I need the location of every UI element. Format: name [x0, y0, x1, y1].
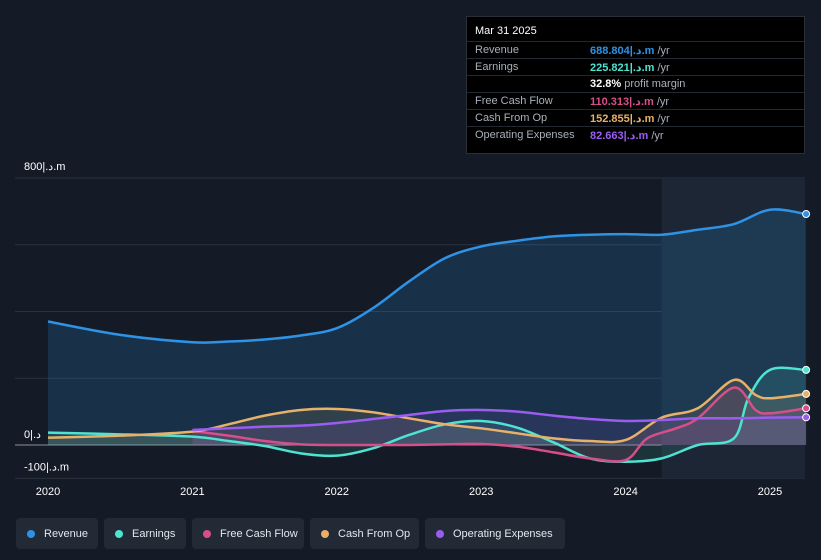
- tooltip-value: 110.313|.د.m /yr: [590, 96, 670, 108]
- y-label-top: 800|.د.m: [24, 161, 65, 173]
- tooltip-label: Cash From Op: [475, 112, 548, 124]
- tooltip-value: 152.855|.د.m /yr: [590, 113, 670, 125]
- revenue-endpoint: [802, 210, 811, 219]
- operating-expenses-endpoint: [802, 413, 811, 422]
- x-tick-label: 2023: [469, 486, 493, 498]
- chart-lines: [47, 208, 807, 463]
- legend-item-revenue[interactable]: Revenue: [16, 518, 98, 549]
- legend-dot-icon: [321, 529, 329, 538]
- x-tick-label: 2020: [36, 486, 60, 498]
- legend-item-operating-expenses[interactable]: Operating Expenses: [425, 518, 565, 549]
- data-tooltip: Mar 31 2025 Revenue 688.804|.د.m /yr Earni…: [466, 16, 805, 154]
- operating-expenses-line: [192, 408, 807, 432]
- legend-dot-icon: [203, 529, 211, 538]
- x-tick-label: 2024: [613, 486, 637, 498]
- tooltip-label: Operating Expenses: [475, 129, 575, 141]
- tooltip-label: Free Cash Flow: [475, 95, 553, 107]
- tooltip-row: 32.8% profit margin: [467, 75, 804, 92]
- free-cash-flow-area: [192, 387, 807, 462]
- tooltip-row: Free Cash Flow 110.313|.د.m /yr: [467, 92, 804, 109]
- legend-label: Earnings: [132, 527, 176, 540]
- revenue-area: [48, 209, 807, 445]
- chart-areas: [48, 209, 807, 462]
- tooltip-row: Cash From Op 152.855|.د.m /yr: [467, 109, 804, 126]
- legend-item-cash-from-op[interactable]: Cash From Op: [310, 518, 419, 549]
- series-endpoints: [802, 210, 811, 422]
- x-tick-label: 2021: [180, 486, 204, 498]
- tooltip-row: Earnings 225.821|.د.m /yr: [467, 58, 804, 75]
- tooltip-value: 32.8% profit margin: [590, 78, 686, 90]
- legend-label: Operating Expenses: [453, 527, 553, 540]
- earnings-area: [48, 367, 807, 462]
- forecast-band: [661, 178, 805, 479]
- tooltip-suffix: /yr: [654, 45, 670, 57]
- y-label-bottom: -100|.د.m: [24, 461, 69, 473]
- legend-label: Cash From Op: [338, 527, 411, 540]
- legend-item-free-cash-flow[interactable]: Free Cash Flow: [192, 518, 304, 549]
- y-label-zero: 0|.د: [24, 429, 41, 441]
- earnings-line: [47, 366, 807, 463]
- legend-label: Free Cash Flow: [220, 527, 298, 540]
- free-cash-flow-endpoint: [802, 404, 811, 413]
- tooltip-label: Revenue: [475, 44, 520, 56]
- x-axis-ticks: 2020 2021 2022 2023 2024 2025: [36, 486, 782, 498]
- legend-item-earnings[interactable]: Earnings: [104, 518, 186, 549]
- tooltip-label: Earnings: [475, 61, 519, 73]
- financial-line-chart: 800|.د.m 0|.د -100|.د.m 2020 2021 2022 2023…: [15, 161, 811, 498]
- earnings-endpoint: [802, 365, 811, 374]
- tooltip-value: 688.804|.د.m /yr: [590, 45, 670, 57]
- legend-dot-icon: [27, 529, 35, 538]
- tooltip-suffix: /yr: [654, 62, 670, 74]
- tooltip-value: 82.663|.د.m /yr: [590, 130, 664, 142]
- legend-label: Revenue: [44, 527, 89, 540]
- tooltip-row: Revenue 688.804|.د.m /yr: [467, 41, 804, 58]
- revenue-line: [47, 208, 807, 344]
- cash-from-op-line: [47, 378, 807, 444]
- free-cash-flow-line: [192, 386, 807, 463]
- tooltip-value: 225.821|.د.m /yr: [590, 62, 670, 74]
- legend-dot-icon: [436, 529, 444, 538]
- cash-from-op-endpoint: [802, 389, 811, 398]
- x-tick-label: 2025: [758, 486, 782, 498]
- tooltip-suffix: profit margin: [621, 78, 686, 90]
- tooltip-suffix: /yr: [653, 96, 670, 108]
- tooltip-date: Mar 31 2025: [475, 25, 537, 37]
- tooltip-row: Operating Expenses 82.663|.د.m /yr: [467, 126, 804, 143]
- tooltip-suffix: /yr: [648, 130, 664, 142]
- tooltip-suffix: /yr: [654, 113, 670, 125]
- legend-dot-icon: [115, 529, 123, 538]
- x-tick-label: 2022: [325, 486, 349, 498]
